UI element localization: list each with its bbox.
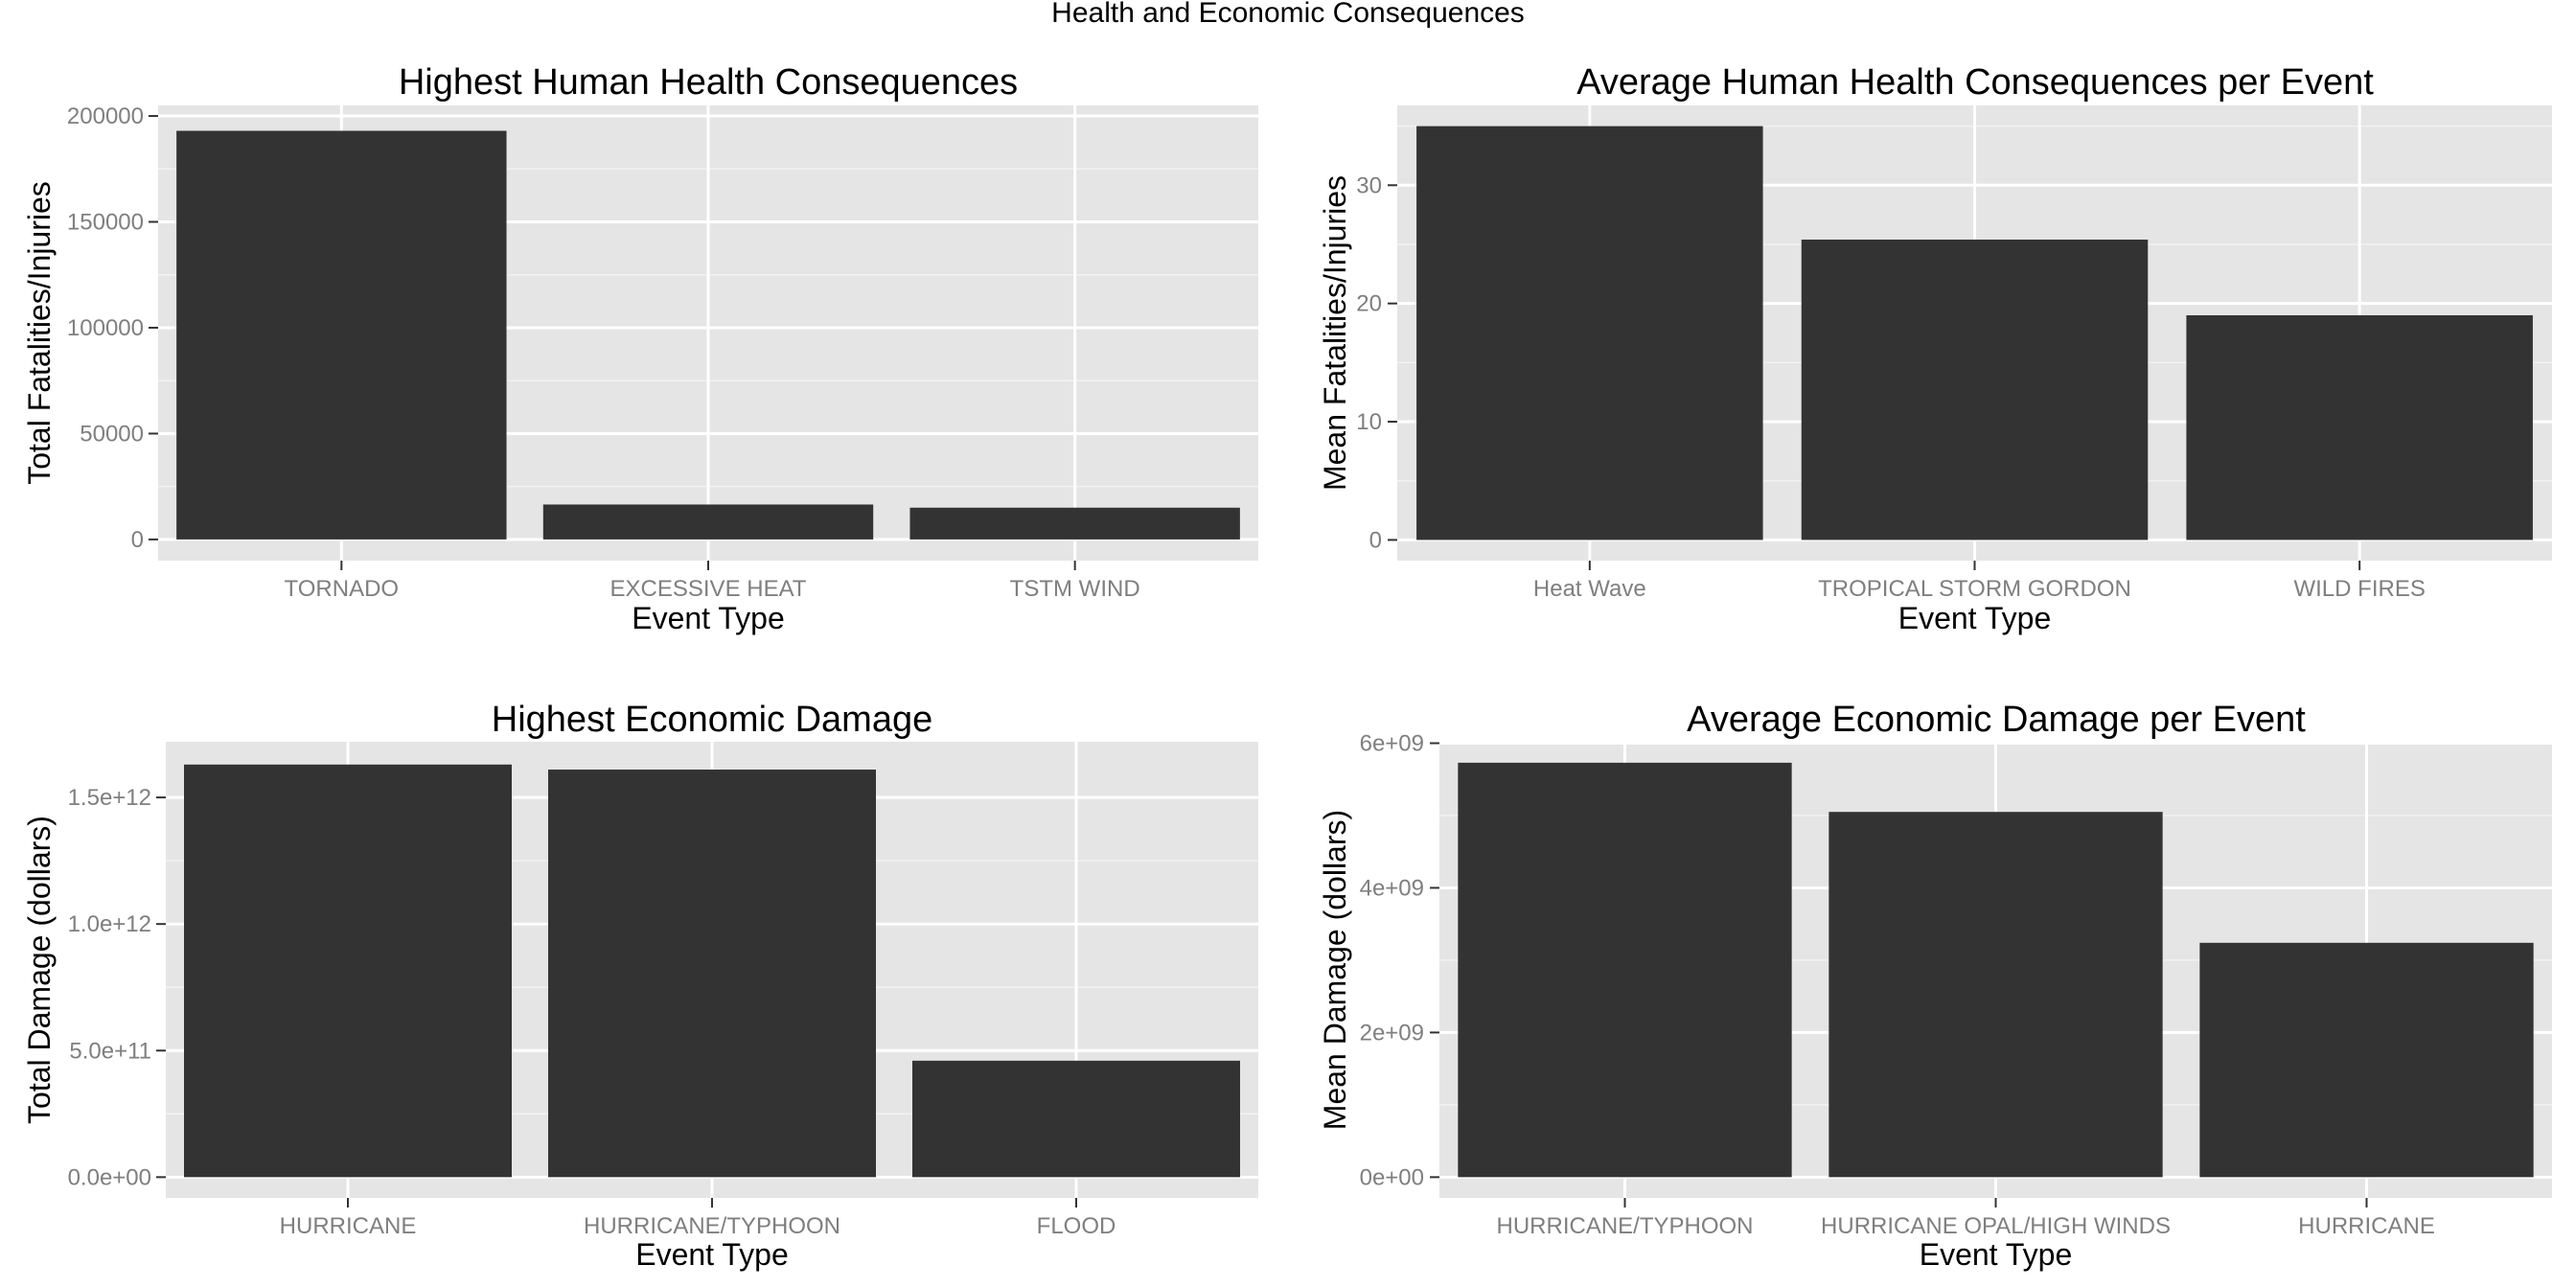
chart-panel-damage-mean: 0e+00 2e+09 4e+09 6e+09 HURRICANE/TYPHOON HUR…	[1318, 700, 2552, 1272]
y-tick-label: 150000	[67, 210, 144, 236]
x-tick-label-hurricane: HURRICANE	[280, 1213, 417, 1239]
x-axis-title: Event Type	[1898, 601, 2052, 635]
y-axis-title: Mean Fatalities/Injuries	[1318, 175, 1352, 491]
bar-excessive-heat	[542, 504, 874, 540]
panel-title: Average Human Health Consequences per Ev…	[1576, 62, 2374, 103]
bar-wild-fires	[2186, 314, 2533, 540]
y-tick-label: 100000	[67, 315, 144, 341]
y-tick-label: 1.5e+12	[68, 785, 151, 811]
y-axis-title: Mean Damage (dollars)	[1318, 810, 1352, 1130]
bar-hurricane-typhoon	[548, 770, 876, 1178]
x-tick-label-tstm-wind: TSTM WIND	[1010, 576, 1140, 602]
bar-hurricane-typhoon	[1458, 762, 1792, 1178]
y-tick-label: 6e+09	[1360, 731, 1424, 757]
figure-title: Health and Economic Consequences	[1051, 0, 1525, 29]
bar-flood	[912, 1060, 1240, 1178]
panel-title: Average Economic Damage per Event	[1687, 700, 2306, 740]
y-tick-label: 0.0e+00	[68, 1164, 151, 1190]
y-tick-label: 5.0e+11	[69, 1038, 151, 1064]
bar-hurricane	[2199, 942, 2534, 1178]
y-tick-label: 20	[1356, 291, 1382, 317]
bar-tornado	[176, 130, 507, 540]
x-tick-label-hurricane: HURRICANE	[2298, 1213, 2435, 1239]
x-tick-label-flood: FLOOD	[1037, 1213, 1116, 1239]
x-axis-title: Event Type	[635, 1237, 789, 1272]
y-tick-label: 30	[1356, 172, 1382, 198]
y-tick-label: 200000	[67, 104, 144, 129]
y-tick-label: 10	[1356, 409, 1382, 435]
chart-panel-damage-total: 0.0e+00 5.0e+11 1.0e+12 1.5e+12 HURRICANE HUR…	[22, 700, 1258, 1272]
y-tick-label: 0	[131, 527, 144, 553]
y-tick-label: 0	[1369, 527, 1382, 553]
bar-tstm-wind	[909, 507, 1240, 540]
x-tick-label-hurricane-typhoon: HURRICANE/TYPHOON	[1496, 1213, 1753, 1239]
y-tick-label: 4e+09	[1360, 875, 1424, 901]
bar-hurricane	[184, 764, 512, 1178]
bar-heat-wave	[1416, 126, 1763, 540]
x-axis-title: Event Type	[632, 601, 785, 635]
x-tick-label-wild-fires: WILD FIRES	[2293, 576, 2425, 602]
x-tick-label-hurricane-typhoon: HURRICANE/TYPHOON	[584, 1213, 840, 1239]
y-tick-label: 0e+00	[1360, 1164, 1424, 1190]
chart-panel-health-total: 0 50000 100000 150000 200000 TORNADO EXCESSIVE…	[22, 62, 1258, 635]
bar-hurricane-opal-high-winds	[1828, 812, 2163, 1178]
panel-title: Highest Human Health Consequences	[399, 62, 1018, 103]
chart-panel-health-mean: 0 10 20 30 Heat Wave TROPICAL STORM GORDON WIL…	[1318, 62, 2552, 635]
y-axis-title: Total Damage (dollars)	[22, 816, 57, 1124]
x-tick-label-excessive-heat: EXCESSIVE HEAT	[610, 576, 807, 602]
y-axis-title: Total Fatalities/Injuries	[22, 181, 57, 485]
bar-tropical-storm-gordon	[1801, 240, 2149, 540]
x-tick-label-tropical-storm-gordon: TROPICAL STORM GORDON	[1818, 576, 2131, 602]
x-tick-label-tornado: TORNADO	[285, 576, 400, 602]
y-tick-label: 2e+09	[1360, 1020, 1424, 1046]
x-tick-label-heat-wave: Heat Wave	[1533, 576, 1646, 602]
panel-title: Highest Economic Damage	[492, 700, 932, 740]
x-tick-label-hurricane-opal-high-winds: HURRICANE OPAL/HIGH WINDS	[1821, 1213, 2171, 1239]
y-tick-label: 1.0e+12	[68, 911, 151, 937]
x-axis-title: Event Type	[1920, 1237, 2073, 1272]
y-tick-label: 50000	[80, 421, 144, 447]
